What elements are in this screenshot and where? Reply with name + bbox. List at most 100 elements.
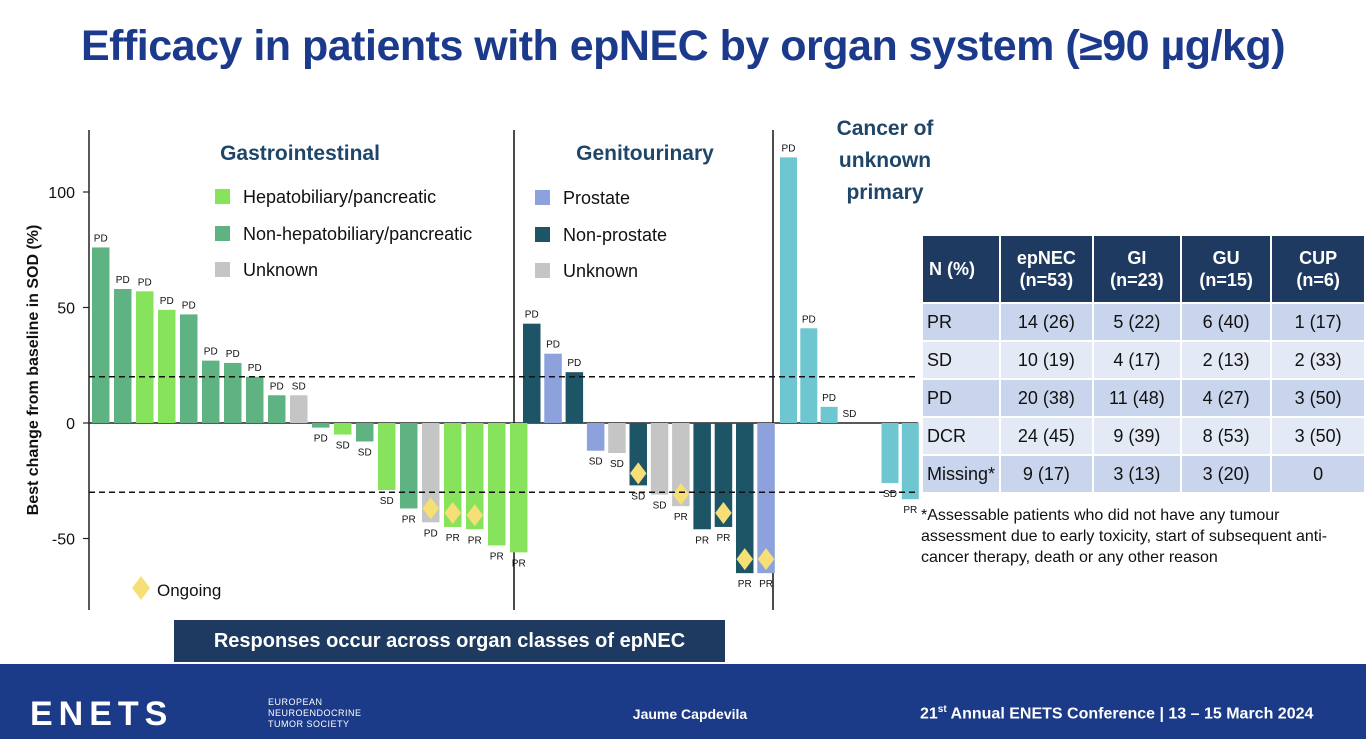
- ongoing-diamond: [757, 548, 775, 571]
- legend-label: Hepatobiliary/pancreatic: [243, 187, 436, 207]
- bar-response-label: PD: [424, 528, 438, 539]
- bar-response-label: PD: [802, 314, 816, 325]
- table-row-missing: Missing* 9 (17) 3 (13) 3 (20) 0: [923, 456, 1364, 492]
- bar-response-label: SD: [883, 489, 897, 500]
- table-header-text: epNEC: [1016, 248, 1076, 268]
- bar-response-label: SD: [336, 441, 350, 452]
- bar-response-label: PD: [204, 347, 218, 358]
- y-tick-label: 100: [48, 185, 75, 202]
- y-tick-label: 0: [66, 416, 75, 433]
- bar-response-label: PD: [248, 363, 262, 374]
- panel-title-gi: Gastrointestinal: [220, 142, 380, 165]
- ongoing-diamond: [422, 497, 439, 520]
- bar-response-label: SD: [653, 501, 667, 512]
- bar: [565, 372, 584, 423]
- table-cell: 11 (48): [1093, 380, 1181, 416]
- bar: [901, 423, 919, 500]
- y-axis-label: Best change from baseline in SOD (%): [25, 225, 42, 516]
- legend-label: Unknown: [243, 260, 318, 280]
- y-tick-label: -50: [52, 532, 75, 549]
- legend-swatch: [215, 226, 230, 241]
- panel-title-cup-line3: primary: [846, 181, 924, 204]
- y-tick-label: 50: [57, 301, 75, 318]
- table-cell: PR: [923, 304, 1000, 340]
- bar-response-label: PR: [468, 535, 482, 546]
- panel-title-cup: Cancer of unknown primary: [800, 113, 970, 209]
- bar: [523, 323, 541, 423]
- legend-label: Non-hepatobiliary/pancreatic: [243, 224, 472, 244]
- table-header-gi: GI (n=23): [1093, 236, 1181, 302]
- bar: [136, 291, 154, 423]
- bar: [544, 353, 562, 423]
- ongoing-diamond: [715, 501, 732, 524]
- ongoing-diamond: [444, 501, 461, 524]
- bar-response-label: PR: [903, 505, 917, 516]
- bar-response-label: PR: [695, 535, 709, 546]
- footer-bar: [0, 664, 1366, 739]
- bar: [693, 423, 711, 530]
- legend-label: Unknown: [563, 261, 638, 281]
- panel-title-cup-line2: unknown: [838, 149, 932, 172]
- bar-response-label: PR: [490, 551, 504, 562]
- table-cell: 3 (20): [1182, 456, 1271, 492]
- presenter-name: Jaume Capdevila: [632, 706, 748, 722]
- bar-response-label: SD: [842, 409, 856, 420]
- society-line: TUMOR SOCIETY: [268, 719, 350, 729]
- bar: [608, 423, 626, 454]
- ongoing-legend-label: Ongoing: [157, 581, 221, 600]
- bar: [268, 395, 286, 423]
- table-cell: 8 (53): [1182, 418, 1271, 454]
- table-header-text: GU: [1212, 248, 1240, 268]
- response-table: N (%) epNEC (n=53) GI (n=23) GU (n=15) CUP(…: [921, 234, 1366, 494]
- table-header-subtext: (n=23): [1110, 270, 1164, 290]
- bar-response-label: PD: [182, 300, 196, 311]
- conference-info: 21st Annual ENETS Conference | 13 – 15 M…: [920, 704, 1313, 723]
- table-row-pr: PR 14 (26) 5 (22) 6 (40) 1 (17): [923, 304, 1364, 340]
- table-cell: 2 (13): [1182, 342, 1271, 378]
- table-header-subtext: (n=53): [1019, 270, 1074, 290]
- legend-label: Non-prostate: [563, 225, 667, 245]
- bar-response-label: PD: [226, 349, 240, 360]
- waterfall-chart: 100 50 0 -50 Best change from baseline in SO…: [25, 130, 919, 610]
- bar: [881, 423, 899, 484]
- bar-response-label: SD: [589, 457, 603, 468]
- table-row-sd: SD 10 (19) 4 (17) 2 (13) 2 (33): [923, 342, 1364, 378]
- bar: [444, 423, 462, 527]
- bar: [488, 423, 506, 546]
- society-line: NEUROENDOCRINE: [268, 708, 362, 718]
- table-row-pd: PD 20 (38) 11 (48) 4 (27) 3 (50): [923, 380, 1364, 416]
- bar-response-label: PD: [546, 340, 560, 351]
- table-cell: 3 (50): [1272, 418, 1364, 454]
- table-cell: 10 (19): [1001, 342, 1092, 378]
- table-footnote: *Assessable patients who did not have an…: [921, 507, 1328, 566]
- bar: [757, 423, 775, 574]
- society-line: EUROPEAN: [268, 697, 323, 707]
- bar: [290, 395, 308, 423]
- bar-response-label: PD: [270, 381, 284, 392]
- legend-swatch: [215, 189, 230, 204]
- table-cell: 0: [1272, 456, 1364, 492]
- bar-response-label: SD: [380, 496, 394, 507]
- bar: [246, 376, 264, 423]
- table-cell: 2 (33): [1272, 342, 1364, 378]
- legend-swatch: [535, 263, 550, 278]
- table-header-n: N (%): [923, 236, 1000, 302]
- table-cell: DCR: [923, 418, 1000, 454]
- bar: [224, 362, 242, 423]
- bar-response-label: PD: [116, 275, 130, 286]
- legend-swatch: [535, 227, 550, 242]
- table-cell: SD: [923, 342, 1000, 378]
- bar-response-label: PD: [567, 358, 581, 369]
- bar-response-label: PR: [759, 579, 773, 590]
- table-header-epnec: epNEC (n=53): [1001, 236, 1092, 302]
- table-cell: 5 (22): [1093, 304, 1181, 340]
- bar: [158, 309, 176, 423]
- bar-response-label: PD: [314, 434, 328, 445]
- table-cell: 4 (27): [1182, 380, 1271, 416]
- table-cell: 20 (38): [1001, 380, 1092, 416]
- conference-suffix: st: [937, 704, 947, 715]
- bar-response-label: PD: [822, 393, 836, 404]
- bar-response-label: SD: [631, 491, 645, 502]
- legend-label: Prostate: [563, 188, 630, 208]
- table-cell: 24 (45): [1001, 418, 1092, 454]
